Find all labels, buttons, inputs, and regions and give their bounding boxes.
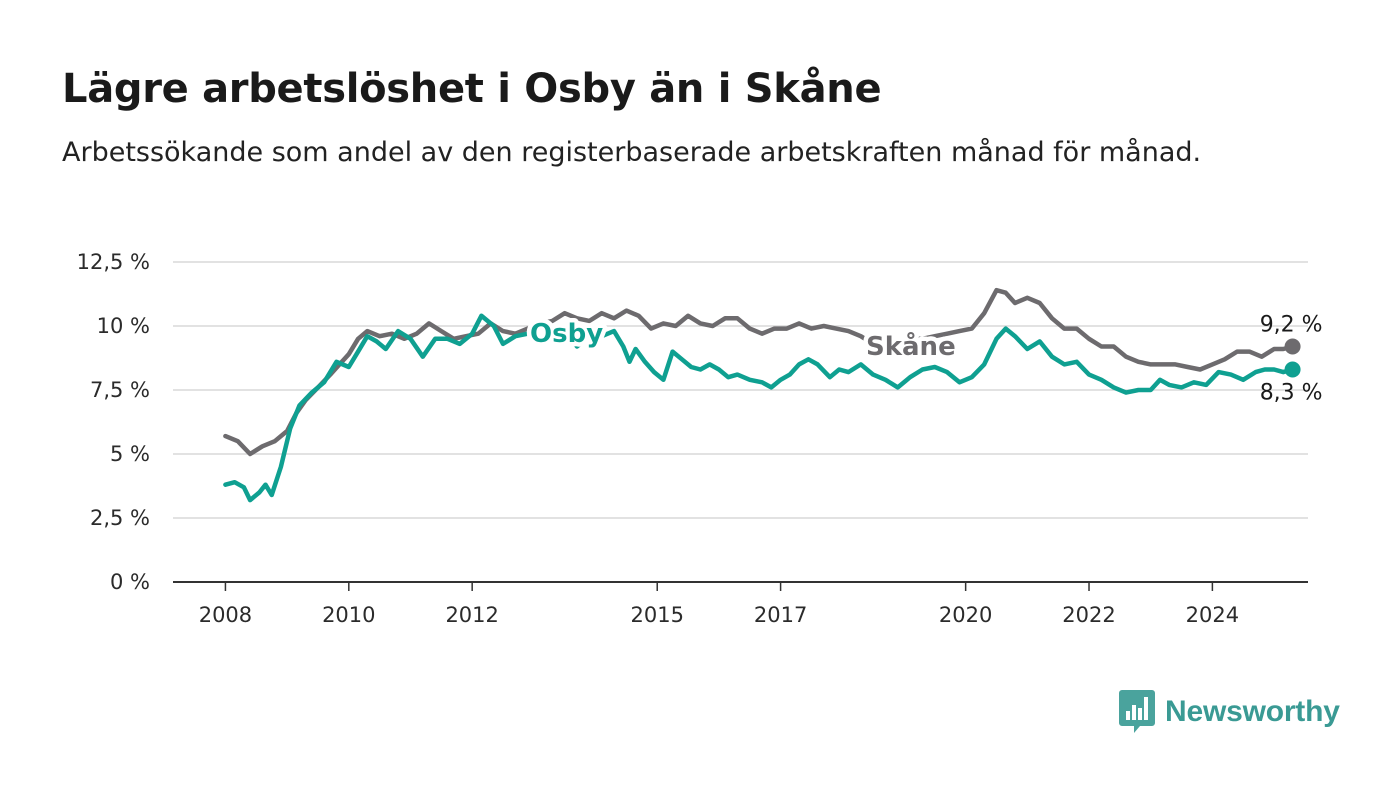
end-label-skane: 9,2 %: [1260, 312, 1323, 337]
x-axis: 2008 2010 2012 2015 2017 2020 2022 2024: [173, 581, 1308, 627]
x-tick-label: 2012: [445, 603, 498, 627]
series-line-skane: [223, 287, 1295, 457]
y-tick-label: 0 %: [110, 570, 150, 594]
x-tick-label: 2022: [1062, 603, 1115, 627]
brand-name: Newsworthy: [1165, 695, 1340, 728]
y-tick-label: 12,5 %: [77, 250, 150, 274]
series-line-osby: [223, 313, 1295, 503]
series-label-osby: Osby: [530, 319, 603, 349]
y-tick-label: 5 %: [110, 442, 150, 466]
y-tick-label: 10 %: [97, 314, 150, 338]
newsworthy-chart-bubble-icon: [1119, 690, 1155, 733]
x-tick-label: 2008: [199, 603, 252, 627]
x-tick-label: 2024: [1186, 603, 1239, 627]
y-axis-tick-labels: 0 % 2,5 % 5 % 7,5 % 10 % 12,5 %: [77, 250, 150, 594]
y-tick-label: 7,5 %: [90, 378, 150, 402]
end-label-osby: 8,3 %: [1260, 381, 1323, 406]
y-tick-label: 2,5 %: [90, 506, 150, 530]
end-point-skane: [1284, 338, 1301, 355]
x-tick-label: 2015: [630, 603, 683, 627]
chart-subtitle: Arbetssökande som andel av den registerb…: [62, 137, 1202, 168]
x-tick-label: 2017: [754, 603, 807, 627]
end-point-osby: [1284, 361, 1301, 378]
chart-title: Lägre arbetslöshet i Osby än i Skåne: [62, 66, 882, 112]
series-lines: [223, 287, 1301, 503]
brand-logo: Newsworthy: [1119, 690, 1340, 734]
x-tick-label: 2020: [939, 603, 992, 627]
x-tick-label: 2010: [322, 603, 375, 627]
series-label-skane: Skåne: [866, 330, 956, 362]
series-labels: Osby Skåne 9,2 % 8,3 %: [526, 312, 1323, 406]
line-chart: 0 %2,5 %5 %7,5 %10 %12,5 % 2008 2010 2012 2…: [77, 250, 1323, 627]
